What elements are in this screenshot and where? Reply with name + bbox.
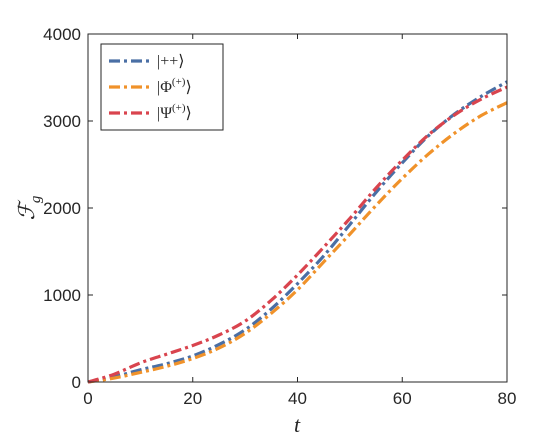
series-line-3	[87, 85, 508, 384]
x-tick-label: 40	[288, 389, 307, 408]
legend-label-superscript: (+)	[172, 76, 186, 88]
legend-label-tail: ⟩	[186, 105, 192, 122]
legend-item: |++⟩	[109, 53, 185, 70]
legend-item: |Φ(+)⟩	[109, 76, 192, 96]
legend-label: |Φ(+)⟩	[157, 76, 192, 96]
ticks-layer: 0 20 40 60 80 0 1000 2000 3000 4000	[43, 25, 516, 408]
legend-label-tail: ⟩	[185, 79, 191, 96]
x-tick-label: 60	[393, 389, 412, 408]
legend-item: |Ψ(+)⟩	[109, 102, 192, 122]
x-tick-label: 0	[83, 389, 92, 408]
legend-label-main: |Ψ	[157, 105, 172, 122]
x-axis-label: t	[294, 412, 301, 437]
series-layer	[87, 80, 508, 384]
x-tick-label: 20	[183, 389, 202, 408]
y-tick-label: 3000	[43, 112, 81, 131]
y-axis-label: ℱg	[15, 195, 44, 220]
y-axis-label-main: ℱ	[15, 199, 40, 220]
legend: |++⟩|Φ(+)⟩|Ψ(+)⟩	[100, 43, 224, 131]
y-tick-label: 1000	[43, 286, 81, 305]
svg-text:ℱg: ℱg	[15, 195, 44, 220]
y-tick-label: 4000	[43, 25, 81, 44]
y-tick-label: 2000	[43, 199, 81, 218]
series-line-2	[87, 101, 508, 384]
legend-label-main: |Φ	[157, 79, 172, 96]
x-tick-label: 80	[498, 389, 517, 408]
y-tick-label: 0	[72, 373, 81, 392]
legend-label-superscript: (+)	[172, 102, 186, 114]
legend-label: |Ψ(+)⟩	[157, 102, 192, 122]
legend-label: |++⟩	[157, 53, 185, 70]
legend-box	[100, 43, 224, 131]
y-axis-label-sub: g	[28, 195, 44, 203]
